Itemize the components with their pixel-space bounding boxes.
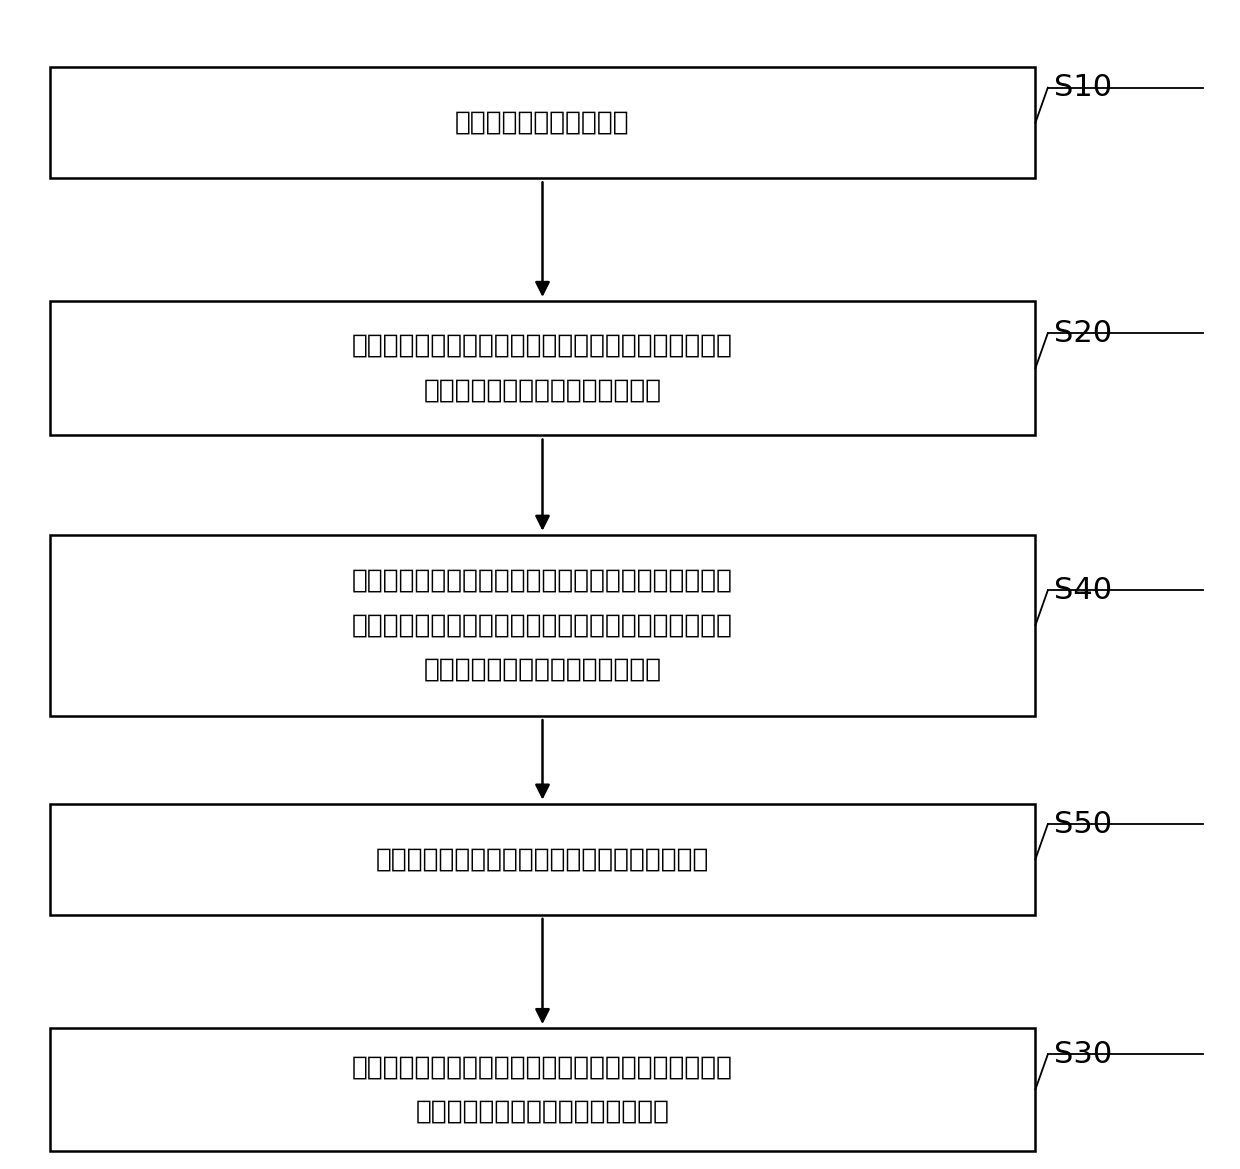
Bar bbox=[50, 1029, 1035, 1150]
Text: S10: S10 bbox=[1054, 74, 1112, 102]
Text: S30: S30 bbox=[1054, 1040, 1112, 1068]
Text: 基于预设的墙体识别模型对所述二维户型图进行识别，: 基于预设的墙体识别模型对所述二维户型图进行识别， bbox=[352, 333, 733, 359]
Bar bbox=[50, 804, 1035, 914]
Text: S40: S40 bbox=[1054, 576, 1112, 604]
Bar bbox=[50, 300, 1035, 436]
Text: 基于所述墙体信息生成所述二维户型图对应的三维户型: 基于所述墙体信息生成所述二维户型图对应的三维户型 bbox=[352, 1054, 733, 1080]
Text: S20: S20 bbox=[1054, 319, 1112, 347]
Text: 获取预设的户型图组件识别模型，并基于所述户型图组: 获取预设的户型图组件识别模型，并基于所述户型图组 bbox=[352, 568, 733, 594]
Bar bbox=[50, 535, 1035, 715]
Text: 获取待识别的二维户型图: 获取待识别的二维户型图 bbox=[455, 110, 630, 136]
Text: 输出所述二维户型图中的墙体信息: 输出所述二维户型图中的墙体信息 bbox=[423, 378, 662, 403]
Text: S50: S50 bbox=[1054, 810, 1112, 838]
Text: 所述二维户型图中的组件位置信息: 所述二维户型图中的组件位置信息 bbox=[423, 657, 662, 683]
Bar bbox=[50, 67, 1035, 178]
Text: 件识别模型对所述二维户型图中的组件进行识别，确定: 件识别模型对所述二维户型图中的组件进行识别，确定 bbox=[352, 613, 733, 638]
Text: 基于所述组件位置信息对所述墙体信息进行修正: 基于所述组件位置信息对所述墙体信息进行修正 bbox=[376, 846, 709, 872]
Text: 模型图，并输出所述三维户型模型图: 模型图，并输出所述三维户型模型图 bbox=[415, 1099, 670, 1125]
